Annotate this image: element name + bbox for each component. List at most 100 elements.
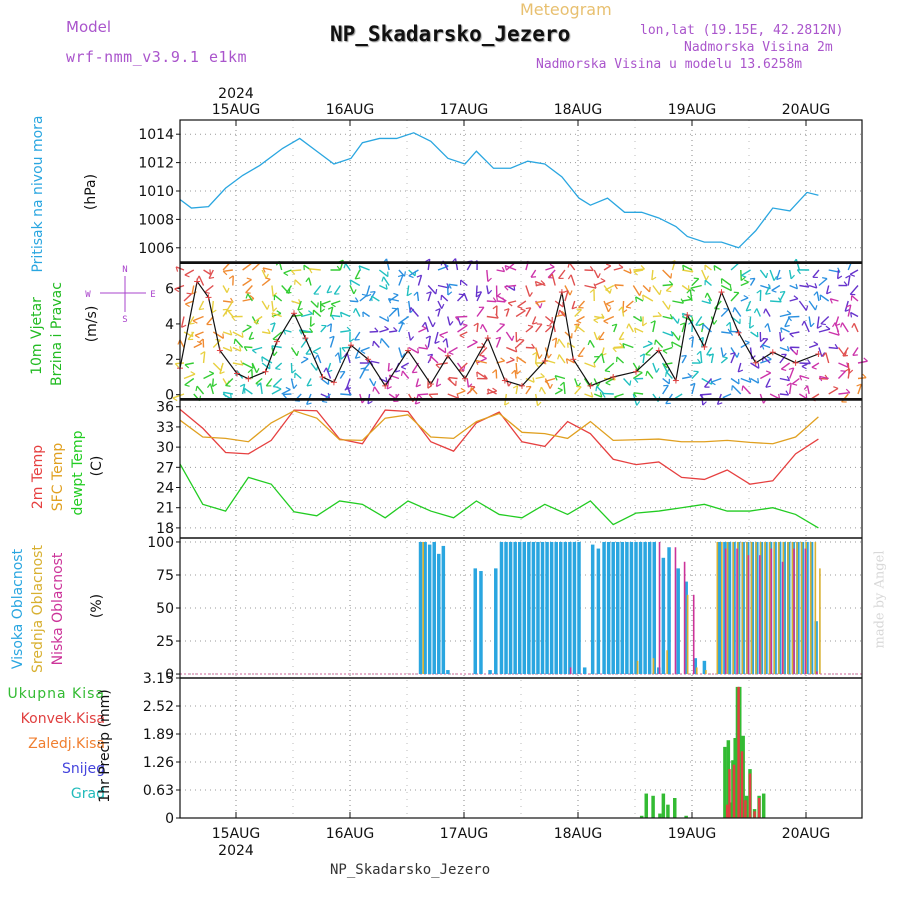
wind-barb-flag xyxy=(403,271,406,277)
wind-barb xyxy=(476,346,486,349)
wind-barb xyxy=(704,279,712,287)
wind-barb xyxy=(340,311,351,318)
cloud-bar xyxy=(499,541,504,675)
wind-barb xyxy=(729,330,741,333)
cloud-bar xyxy=(726,541,729,675)
wind-barb-flag xyxy=(554,375,558,381)
wind-barb-flag xyxy=(525,307,531,310)
wind-barb-flag xyxy=(741,385,744,391)
bottom-x-tick-label: 18AUG xyxy=(554,826,603,842)
wind-barb xyxy=(234,338,244,348)
wind-barb-flag xyxy=(186,292,192,295)
altitude-label: Nadmorska Visina 2m xyxy=(684,40,833,55)
wind-barb-flag xyxy=(642,294,644,301)
wind-barb-flag xyxy=(634,378,639,383)
wind-barb xyxy=(362,311,370,318)
cloud-bar xyxy=(736,548,738,675)
wind-barb-flag xyxy=(435,364,440,369)
cloud-bar xyxy=(437,553,441,675)
wind-barb-flag xyxy=(175,266,179,272)
wind-barb xyxy=(508,300,517,304)
wind-barb xyxy=(749,347,753,360)
cloud-bar xyxy=(755,541,757,675)
wind-barb xyxy=(674,393,683,399)
wind-barb xyxy=(633,269,644,273)
wind-barb-flag xyxy=(379,338,382,344)
wind-barb xyxy=(634,327,644,333)
wind-barb xyxy=(184,362,194,366)
wind-barb xyxy=(710,353,714,364)
wind-barb-flag xyxy=(842,354,848,357)
cloud-bar xyxy=(422,541,424,675)
wind-barb-flag xyxy=(511,335,515,341)
wind-barb-flag xyxy=(663,364,668,369)
wind-barb-flag xyxy=(409,336,415,341)
wind-barb xyxy=(349,285,355,295)
wind-barb-flag xyxy=(688,336,694,340)
wind-barb xyxy=(496,300,506,303)
wind-tick-label: 4 xyxy=(165,317,174,333)
cloud-bar xyxy=(629,541,634,675)
wind-barb xyxy=(172,393,185,399)
wind-barb-flag xyxy=(434,340,440,344)
wind-barb-flag xyxy=(476,291,482,294)
wind-barb xyxy=(748,316,752,329)
wind-barb xyxy=(198,275,205,286)
wind-barb xyxy=(339,371,346,379)
wind-barb xyxy=(427,285,437,295)
wind-barb xyxy=(850,311,859,318)
wind-barb-flag xyxy=(330,315,335,320)
wind-barb-flag xyxy=(239,383,245,387)
wind-barb-flag xyxy=(222,392,227,397)
wind-barb xyxy=(733,307,742,317)
wind-barb xyxy=(349,279,361,287)
wind-barb xyxy=(448,376,458,380)
wind-barb-flag xyxy=(659,289,662,295)
cloud-bar xyxy=(549,541,554,675)
wind-barb xyxy=(596,385,605,395)
wind-barb-flag xyxy=(229,330,233,336)
wind-barb-flag xyxy=(240,360,244,366)
wind-barb xyxy=(206,316,214,325)
wind-barb-flag xyxy=(401,366,407,370)
cloud-bar xyxy=(643,541,647,675)
wind-barb-flag xyxy=(534,281,538,287)
wind-barb xyxy=(623,269,632,274)
precip-bar xyxy=(737,686,740,818)
wind-barb xyxy=(517,300,527,308)
bottom-x-tick-label: 20AUG xyxy=(782,826,831,842)
wind-barb xyxy=(408,269,419,277)
cloud-bar xyxy=(620,541,625,675)
wind-barb-flag xyxy=(492,369,497,374)
wind-barb-flag xyxy=(825,325,831,330)
wind-barb-flag xyxy=(851,323,855,328)
wind-barb xyxy=(325,367,332,379)
legend-grad: Grad xyxy=(70,786,105,802)
wind-barb-flag xyxy=(589,288,595,294)
wind-barb-flag xyxy=(512,385,518,389)
wind-barb xyxy=(183,293,192,302)
wind-barb-flag xyxy=(751,355,756,360)
wind-barb-flag xyxy=(448,377,452,383)
wind-barb xyxy=(290,378,295,389)
wind-barb-flag xyxy=(222,270,228,276)
precip-bar xyxy=(658,813,662,818)
cloud-bar xyxy=(796,541,798,675)
wind-barb-flag xyxy=(829,298,833,304)
wind-barb-flag xyxy=(690,382,696,386)
wind-barb xyxy=(761,344,771,349)
bottom-x-tick-label: 17AUG xyxy=(440,826,489,842)
wind-barb xyxy=(779,313,792,318)
wind-barb xyxy=(819,375,829,380)
wind-barb xyxy=(380,338,390,348)
wind-tick-label: 6 xyxy=(165,282,174,298)
wind-barb xyxy=(506,346,518,353)
wind-barb xyxy=(525,307,532,317)
wind-barb-flag xyxy=(708,298,712,304)
wind-barb-flag xyxy=(469,387,472,393)
wind-barb-flag xyxy=(370,295,373,302)
wind-barb-flag xyxy=(679,322,686,326)
wind-barb xyxy=(460,279,468,287)
wind-barb xyxy=(706,347,713,356)
wind-barb xyxy=(475,285,478,297)
